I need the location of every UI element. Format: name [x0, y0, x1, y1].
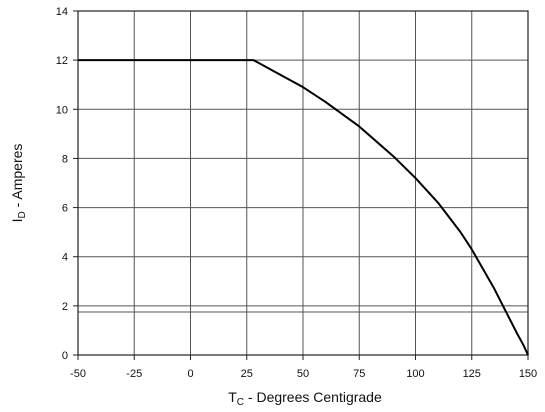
- x-axis-title: TC - Degrees Centigrade: [228, 389, 382, 408]
- y-axis-title-rest: - Amperes: [9, 144, 25, 212]
- y-tick-label-3: 6: [62, 203, 68, 215]
- x-tick-label-2: 0: [187, 368, 193, 380]
- y-tick-label-7: 14: [56, 6, 68, 18]
- x-tick-label-3: 25: [241, 368, 253, 380]
- x-tick-label-0: -50: [70, 368, 86, 380]
- series-line-0: [78, 59, 529, 356]
- x-tick-label-8: 150: [519, 368, 537, 380]
- axes: [73, 10, 529, 360]
- x-tick-label-6: 100: [406, 368, 424, 380]
- y-tick-label-1: 2: [62, 301, 68, 313]
- y-tick-label-0: 0: [62, 350, 68, 362]
- x-tick-label-5: 75: [353, 368, 365, 380]
- y-axis-title: ID - Amperes: [9, 144, 28, 223]
- x-tick-label-7: 125: [463, 368, 481, 380]
- series: [78, 59, 529, 356]
- x-axis-title-rest: - Degrees Centigrade: [244, 389, 382, 405]
- x-tick-label-4: 50: [297, 368, 309, 380]
- grid: [77, 10, 529, 356]
- y-tick-label-5: 10: [56, 104, 68, 116]
- y-axis-title-symbol: I: [9, 219, 25, 223]
- y-tick-label-4: 8: [62, 153, 68, 165]
- tick-labels: 0 2 4 6 8 10 12 14 -50 -25 0 25 50 75 100 125 150: [56, 6, 537, 380]
- y-tick-label-6: 12: [56, 55, 68, 67]
- x-tick-label-1: -25: [126, 368, 142, 380]
- y-axis-title-subscript: D: [17, 211, 28, 218]
- y-tick-label-2: 4: [62, 252, 68, 264]
- x-axis-title-subscript: C: [237, 397, 244, 408]
- x-axis-title-symbol: T: [228, 389, 237, 405]
